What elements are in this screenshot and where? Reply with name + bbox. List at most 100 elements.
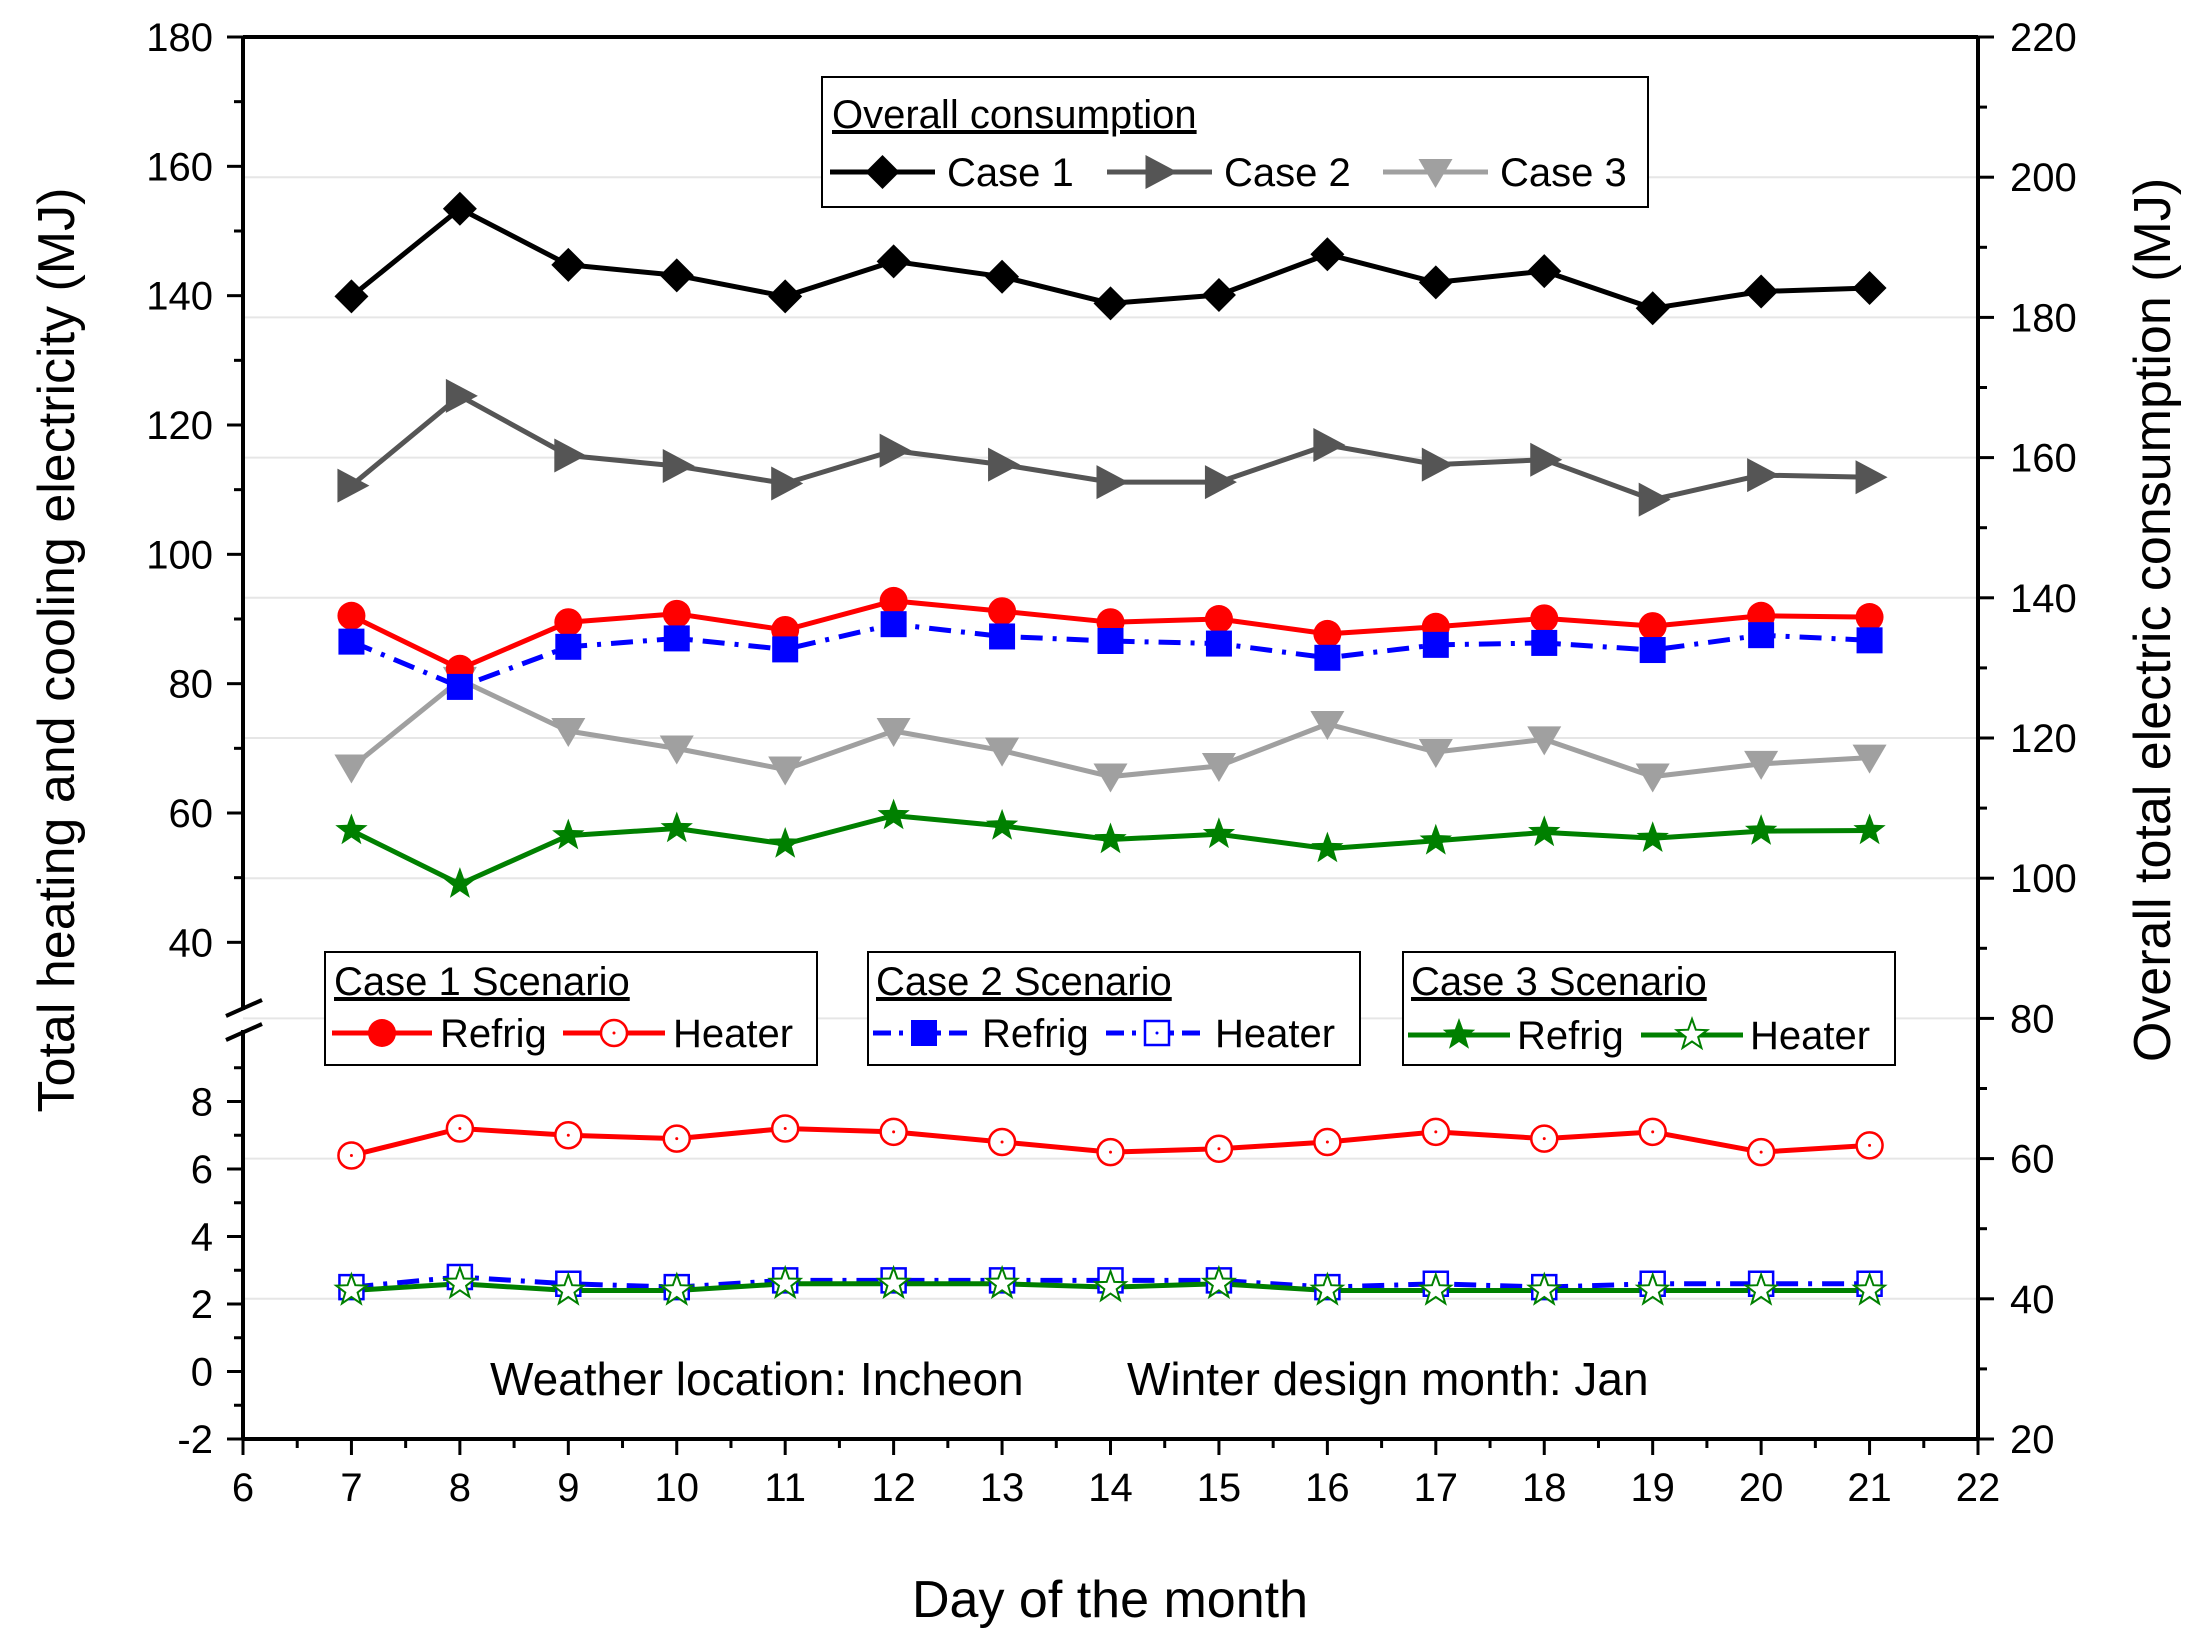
data-point bbox=[659, 258, 694, 293]
data-point bbox=[768, 756, 803, 786]
data-point bbox=[880, 611, 907, 638]
right-tick-label: 100 bbox=[2010, 857, 2077, 901]
data-point bbox=[1531, 629, 1558, 656]
data-point bbox=[1202, 817, 1236, 849]
marker-dot bbox=[1155, 1031, 1159, 1035]
left-tick-label: 120 bbox=[146, 404, 213, 448]
right-tick-label: 220 bbox=[2010, 16, 2077, 60]
data-point bbox=[772, 636, 799, 663]
data-point bbox=[445, 378, 478, 413]
data-point bbox=[1093, 286, 1128, 321]
x-tick-label: 10 bbox=[655, 1466, 700, 1510]
data-point bbox=[338, 628, 365, 655]
x-tick-label: 14 bbox=[1088, 1466, 1133, 1510]
data-point bbox=[443, 867, 476, 898]
data-point bbox=[1313, 619, 1342, 648]
left-tick-label: 80 bbox=[169, 663, 214, 707]
data-point bbox=[1418, 739, 1453, 769]
legend-case3-box bbox=[1402, 951, 1896, 1066]
series-markers bbox=[333, 191, 1888, 1306]
data-point bbox=[1419, 823, 1452, 855]
legend-case2-box bbox=[867, 951, 1361, 1066]
data-point bbox=[879, 433, 912, 468]
x-tick-label: 18 bbox=[1522, 1466, 1567, 1510]
x-tick-label: 12 bbox=[871, 1466, 916, 1510]
left-tick-label: -2 bbox=[177, 1418, 213, 1462]
data-point bbox=[554, 1121, 583, 1150]
data-point bbox=[1638, 1117, 1667, 1147]
marker-dot bbox=[675, 1137, 679, 1141]
legend-overall-title: Overall consumption bbox=[832, 93, 1197, 137]
x-tick-label: 16 bbox=[1305, 1466, 1350, 1510]
right-axis-title: Overall total electric consumption (MJ) bbox=[2124, 178, 2182, 1062]
left-tick-label: 0 bbox=[191, 1351, 213, 1395]
data-point bbox=[659, 735, 694, 765]
legend-c3-refrig-marker bbox=[1442, 1018, 1476, 1049]
marker-dot bbox=[458, 1127, 462, 1130]
marker-dot bbox=[1000, 1140, 1004, 1144]
legend-overall: Overall consumption Case 1 Case 2 Case 3 bbox=[821, 76, 1649, 208]
marker-dot bbox=[1759, 1150, 1763, 1154]
legend-case2-heater-label: Heater bbox=[1215, 1012, 1335, 1056]
marker-dot bbox=[783, 1127, 787, 1130]
data-point bbox=[1745, 814, 1778, 845]
data-point bbox=[1635, 291, 1670, 326]
left-tick-label: 4 bbox=[191, 1216, 213, 1260]
legend-case3-heater-label: Heater bbox=[1750, 1014, 1870, 1058]
left-tick-label: 100 bbox=[146, 533, 213, 577]
x-tick-label: 6 bbox=[232, 1466, 254, 1510]
data-point bbox=[879, 1117, 908, 1147]
x-axis-title: Day of the month bbox=[912, 1571, 1308, 1629]
data-point bbox=[335, 813, 368, 845]
data-point bbox=[1421, 1117, 1451, 1147]
right-tick-label: 60 bbox=[2010, 1138, 2055, 1182]
data-point bbox=[770, 1114, 800, 1143]
marker-dot bbox=[349, 1154, 353, 1157]
marker-dot bbox=[892, 1130, 896, 1134]
data-point bbox=[554, 438, 587, 473]
data-point bbox=[1530, 442, 1563, 477]
data-point bbox=[1310, 237, 1345, 272]
legend-c1-refrig-marker bbox=[368, 1019, 396, 1047]
x-tick-label: 13 bbox=[980, 1466, 1025, 1510]
legend-c2-heater-marker bbox=[1143, 1019, 1171, 1047]
data-point bbox=[554, 608, 583, 637]
legend-case2-refrig-label: Refrig bbox=[982, 1012, 1089, 1056]
data-point bbox=[1309, 1271, 1346, 1306]
axis-break-mark bbox=[225, 998, 263, 1018]
x-tick-label: 9 bbox=[557, 1466, 579, 1510]
data-point bbox=[333, 1271, 370, 1306]
data-point bbox=[987, 1127, 1017, 1157]
data-point bbox=[441, 1264, 478, 1300]
legend-case3: Case 3 Scenario Refrig Heater bbox=[1402, 951, 1896, 1066]
data-point bbox=[1093, 763, 1128, 793]
data-point bbox=[337, 468, 370, 503]
data-point bbox=[1748, 622, 1775, 649]
data-point bbox=[1853, 813, 1886, 845]
legend-case1-heater-label: Heater bbox=[673, 1012, 793, 1056]
right-tick-label: 160 bbox=[2010, 437, 2077, 481]
legend-c2-refrig-marker bbox=[911, 1020, 937, 1046]
data-point bbox=[1856, 627, 1883, 654]
x-tick-label: 22 bbox=[1956, 1466, 2001, 1510]
data-point bbox=[985, 737, 1020, 767]
data-point bbox=[442, 191, 477, 226]
legend-overall-case3-label: Case 3 bbox=[1500, 151, 1627, 195]
right-tick-label: 40 bbox=[2010, 1278, 2055, 1322]
right-tick-label: 180 bbox=[2010, 296, 2077, 340]
data-point bbox=[1313, 427, 1346, 462]
data-point bbox=[1096, 465, 1129, 500]
data-point bbox=[1418, 265, 1453, 300]
data-point bbox=[1527, 254, 1562, 289]
data-point bbox=[334, 754, 369, 784]
data-point bbox=[1744, 750, 1779, 780]
right-tick-label: 80 bbox=[2010, 997, 2055, 1041]
data-point bbox=[768, 279, 803, 314]
right-tick-label: 120 bbox=[2010, 717, 2077, 761]
marker-dot bbox=[1109, 1150, 1112, 1154]
data-point bbox=[879, 586, 908, 615]
legend-c3-heater-marker bbox=[1673, 1016, 1711, 1051]
data-point bbox=[985, 808, 1019, 840]
left-tick-label: 40 bbox=[169, 921, 214, 965]
marker-dot bbox=[1217, 1147, 1221, 1151]
